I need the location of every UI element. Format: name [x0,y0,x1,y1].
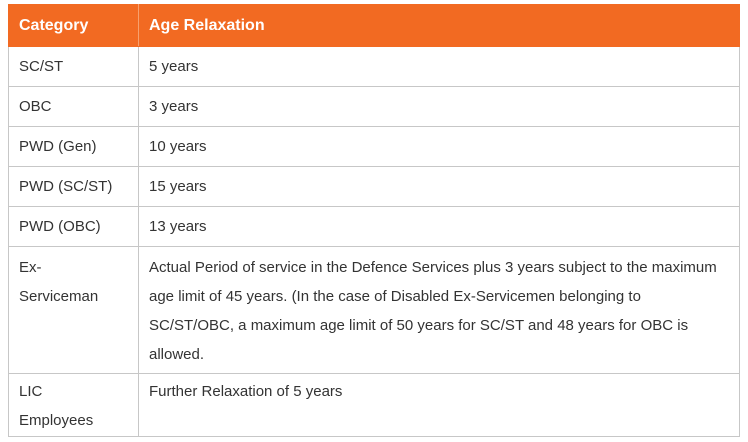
table-row: SC/ST 5 years [8,46,740,87]
category-line: Ex- [19,259,42,276]
table-row: PWD (SC/ST) 15 years [8,166,740,207]
category-line: Employees [19,412,94,429]
category-cell: PWD (SC/ST) [8,166,139,207]
table-row: Ex- Serviceman Actual Period of service … [8,246,740,374]
column-header-age-relaxation: Age Relaxation [138,4,740,47]
category-cell: Ex- Serviceman [8,246,139,374]
relaxation-cell: 15 years [138,166,740,207]
relaxation-cell: Actual Period of service in the Defence … [138,246,740,374]
column-header-category: Category [8,4,139,47]
relaxation-cell: 13 years [138,206,740,247]
category-cell: SC/ST [8,46,139,87]
relaxation-cell: 10 years [138,126,740,167]
category-cell: PWD (OBC) [8,206,139,247]
table-row: LIC Employees Further Relaxation of 5 ye… [8,373,740,437]
category-line: Serviceman [19,288,99,305]
category-cell: OBC [8,86,139,127]
category-cell: PWD (Gen) [8,126,139,167]
relaxation-cell: 3 years [138,86,740,127]
relaxation-cell: 5 years [138,46,740,87]
table-row: PWD (Gen) 10 years [8,126,740,167]
age-relaxation-table: Category Age Relaxation SC/ST 5 years OB… [8,4,740,437]
table-row: OBC 3 years [8,86,740,127]
table-header-row: Category Age Relaxation [8,4,740,47]
category-line: LIC [19,383,43,400]
category-cell: LIC Employees [8,373,139,437]
table-row: PWD (OBC) 13 years [8,206,740,247]
relaxation-cell: Further Relaxation of 5 years [138,373,740,437]
